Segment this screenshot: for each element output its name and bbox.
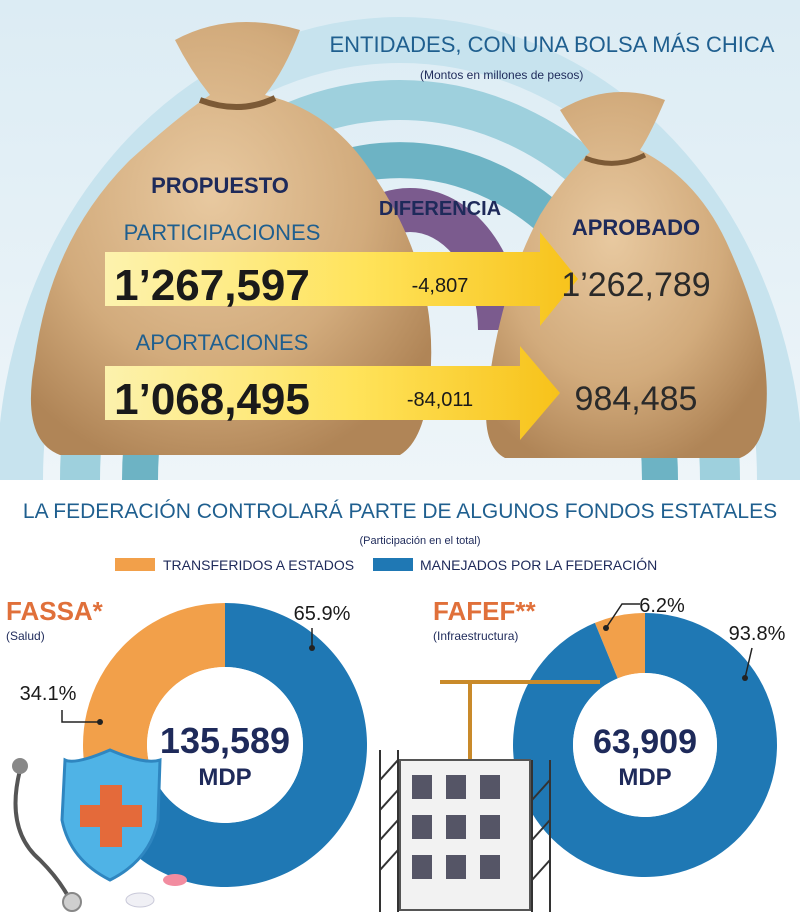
fafef-donut-hole (573, 673, 717, 817)
fafef-leader-transferred (605, 603, 640, 629)
row-label-participaciones: PARTICIPACIONES (124, 220, 321, 245)
fafef-center-value: 63,909 (593, 723, 697, 761)
fafef-label-transferred: 6.2% (639, 595, 685, 617)
top-subtitle: (Montos en millones de pesos) (420, 68, 583, 82)
participaciones-approved-value: 1’262,789 (561, 266, 710, 304)
fassa-leader-dot-managed (309, 645, 315, 651)
health-shield-illustration (12, 748, 187, 912)
header-difference: DIFERENCIA (379, 198, 501, 220)
fafef-subtitle: (Infraestructura) (433, 629, 518, 643)
fassa-subtitle: (Salud) (6, 629, 45, 643)
fafef-slice-managed (513, 613, 778, 878)
fafef-title: FAFEF** (433, 596, 536, 626)
legend: TRANSFERIDOS A ESTADOS MANEJADOS POR LA … (115, 557, 657, 573)
approved-sack-illustration (486, 92, 767, 458)
fassa-donut-hole (147, 667, 303, 823)
legend-swatch-managed (373, 558, 413, 571)
fafef-label-managed: 93.8% (729, 623, 786, 645)
proposed-sack-illustration (30, 22, 432, 455)
fafef-leader-dot-transferred (603, 625, 609, 631)
legend-label-transferred: TRANSFERIDOS A ESTADOS (163, 557, 354, 573)
aportaciones-proposed-value: 1’068,495 (114, 375, 310, 424)
bottom-title: LA FEDERACIÓN CONTROLARÁ PARTE DE ALGUNO… (23, 500, 777, 523)
participaciones-proposed-value: 1’267,597 (114, 261, 310, 310)
fassa-donut: 135,589 MDP 34.1% 65.9% (20, 603, 367, 887)
fassa-label-managed: 65.9% (294, 603, 351, 625)
legend-label-managed: MANEJADOS POR LA FEDERACIÓN (420, 557, 657, 573)
aportaciones-approved-value: 984,485 (575, 380, 698, 418)
fafef-leader-dot-managed (742, 675, 748, 681)
bottom-subtitle: (Participación en el total) (359, 535, 480, 547)
fassa-label-transferred: 34.1% (20, 683, 77, 705)
row-label-aportaciones: APORTACIONES (136, 330, 309, 355)
fassa-center-value: 135,589 (160, 720, 290, 761)
aportaciones-difference-value: -84,011 (407, 389, 473, 411)
fassa-leader-transferred (61, 710, 100, 723)
construction-illustration (379, 680, 600, 912)
fafef-leader-managed (744, 647, 753, 679)
fassa-center-unit: MDP (198, 764, 251, 791)
arrow-aportaciones (105, 346, 560, 440)
header-proposed: PROPUESTO (151, 173, 289, 198)
fassa-slice-managed (105, 603, 367, 887)
fassa-leader-dot-transferred (97, 719, 103, 725)
top-title: ENTIDADES, CON UNA BOLSA MÁS CHICA (330, 32, 775, 57)
participaciones-difference-value: -4,807 (412, 275, 469, 297)
arrow-participaciones (105, 232, 578, 326)
fafef-donut: 63,909 MDP 6.2% 93.8% (513, 595, 786, 878)
header-approved: APROBADO (572, 215, 700, 240)
legend-swatch-transferred (115, 558, 155, 571)
fassa-title: FASSA* (6, 596, 104, 626)
fafef-center-unit: MDP (618, 764, 671, 791)
